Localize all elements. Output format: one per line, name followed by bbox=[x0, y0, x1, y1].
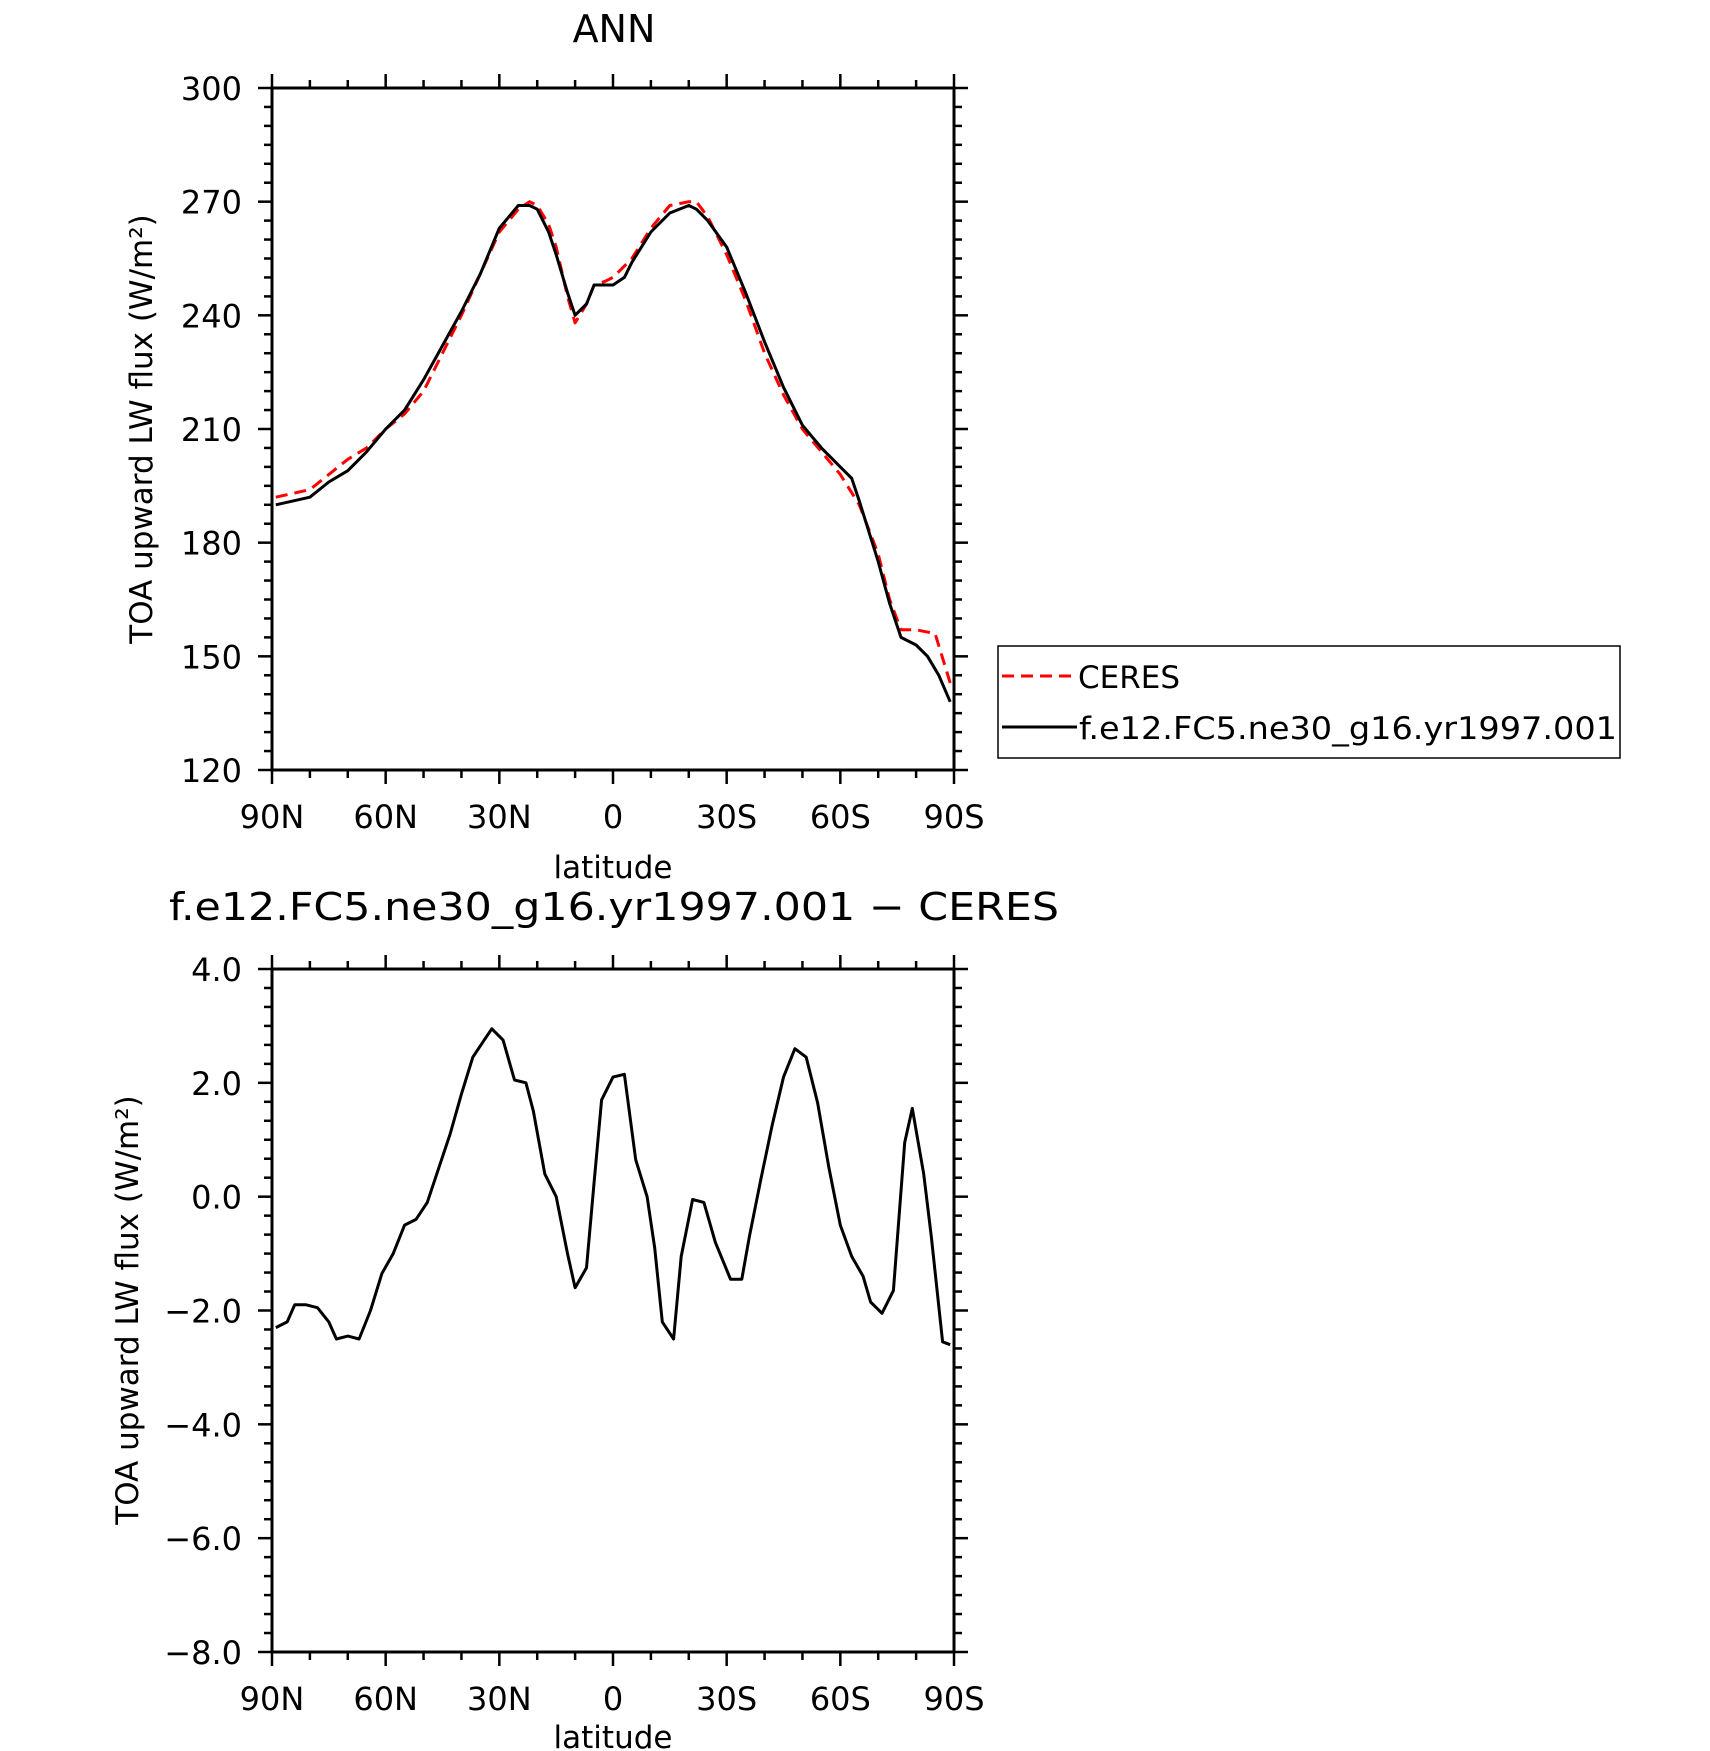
bottom-panel: f.e12.FC5.ne30_g16.yr1997.001 − CERES 90… bbox=[110, 885, 1059, 1751]
x-tick-label: 90S bbox=[923, 1680, 984, 1718]
legend: CERES f.e12.FC5.ne30_g16.yr1997.001 bbox=[997, 645, 1621, 759]
legend-box bbox=[997, 645, 1621, 759]
top-plot-frame bbox=[270, 86, 956, 772]
y-tick-label: 210 bbox=[181, 411, 242, 449]
top-chart-title: ANN bbox=[573, 7, 656, 51]
top-panel: ANN 90N 60N 30N 0 30S 60S 90S 120 150 180 210 240 27… bbox=[124, 7, 985, 886]
top-y-axis-label: TOA upward LW flux (W/m²) bbox=[124, 214, 160, 644]
y-tick-label: 4.0 bbox=[191, 951, 242, 989]
y-tick-label: 120 bbox=[181, 752, 242, 790]
legend-label-ceres: CERES bbox=[1078, 660, 1180, 696]
x-tick-label: 90S bbox=[923, 798, 984, 836]
x-tick-label: 0 bbox=[603, 1680, 623, 1718]
y-tick-label: −2.0 bbox=[164, 1293, 242, 1331]
bottom-chart-ticks: 90N 60N 30N 0 30S 60S 90S −8.0 −6.0 −4.0 −2.0 0.0 2.… bbox=[164, 951, 984, 1718]
top-chart-ticks: 90N 60N 30N 0 30S 60S 90S 120 150 180 210 240 270 300 bbox=[181, 70, 985, 836]
legend-label-model: f.e12.FC5.ne30_g16.yr1997.001 bbox=[1079, 711, 1617, 747]
bottom-chart-marks bbox=[275, 1027, 951, 1347]
x-tick-label: 30N bbox=[467, 1680, 532, 1718]
series-line-difference bbox=[275, 1027, 951, 1347]
bottom-plot-frame bbox=[270, 967, 956, 1654]
y-tick-label: 240 bbox=[181, 297, 242, 335]
bottom-x-axis-label: latitude bbox=[554, 1720, 673, 1751]
x-tick-label: 90N bbox=[240, 798, 305, 836]
x-tick-label: 30N bbox=[467, 798, 532, 836]
x-tick-label: 60S bbox=[810, 798, 871, 836]
y-tick-label: 0.0 bbox=[191, 1179, 242, 1217]
y-tick-label: 300 bbox=[181, 70, 242, 108]
x-tick-label: 60N bbox=[353, 798, 418, 836]
y-tick-label: 270 bbox=[181, 184, 242, 222]
x-tick-label: 0 bbox=[603, 798, 623, 836]
series-line-ceres bbox=[275, 200, 952, 684]
x-tick-label: 30S bbox=[696, 1680, 757, 1718]
y-tick-label: −4.0 bbox=[164, 1406, 242, 1444]
x-tick-label: 60N bbox=[353, 1680, 418, 1718]
series-line-f-e12-fc5-ne30-g16-yr1997-001 bbox=[275, 204, 952, 703]
x-tick-label: 90N bbox=[240, 1680, 305, 1718]
top-chart-marks bbox=[275, 200, 952, 703]
bottom-chart-title: f.e12.FC5.ne30_g16.yr1997.001 − CERES bbox=[169, 885, 1059, 929]
y-tick-label: 150 bbox=[181, 638, 242, 676]
top-x-axis-label: latitude bbox=[554, 850, 673, 886]
y-tick-label: −8.0 bbox=[164, 1634, 242, 1672]
x-tick-label: 60S bbox=[810, 1680, 871, 1718]
y-tick-label: −6.0 bbox=[164, 1520, 242, 1558]
y-tick-label: 180 bbox=[181, 525, 242, 563]
y-tick-label: 2.0 bbox=[191, 1065, 242, 1103]
x-tick-label: 30S bbox=[696, 798, 757, 836]
bottom-y-axis-label: TOA upward LW flux (W/m²) bbox=[110, 1095, 146, 1525]
